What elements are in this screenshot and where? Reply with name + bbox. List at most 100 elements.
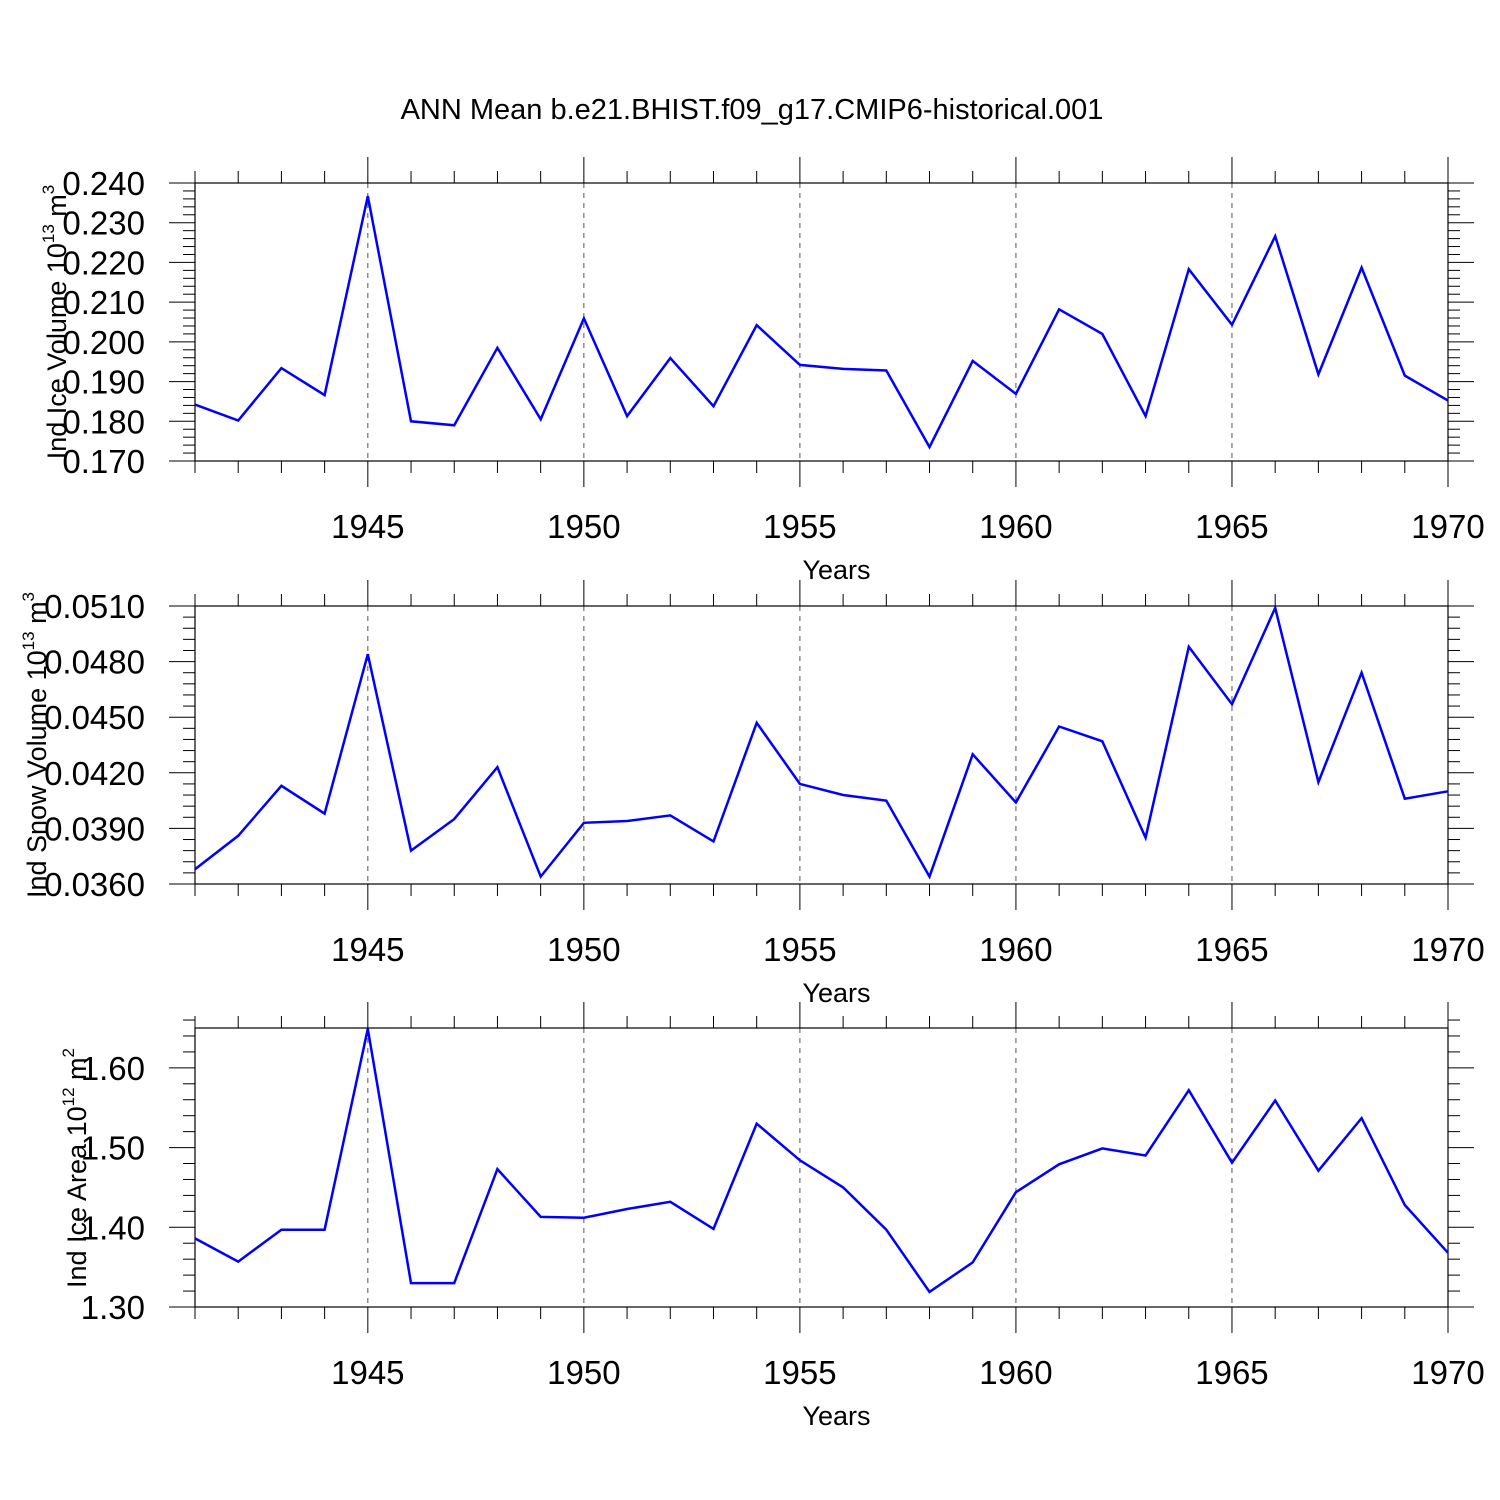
- x-tick-label: 1945: [331, 508, 404, 545]
- data-point: [236, 1260, 240, 1264]
- data-point: [193, 1236, 197, 1240]
- data-point: [1057, 724, 1061, 728]
- data-point: [582, 821, 586, 825]
- data-point: [1100, 1146, 1104, 1150]
- data-point: [1316, 780, 1320, 784]
- data-point: [711, 839, 715, 843]
- data-point: [1230, 702, 1234, 706]
- x-axis-label: Years: [802, 1401, 870, 1431]
- y-axis-label: Ind Snow Volume 1013 m3: [19, 592, 52, 898]
- data-point: [409, 419, 413, 423]
- data-point: [1360, 266, 1364, 270]
- data-point: [1316, 1169, 1320, 1173]
- data-point: [1014, 1190, 1018, 1194]
- data-point: [1446, 399, 1450, 403]
- data-point: [1187, 1088, 1191, 1092]
- y-tick-label: 0.0360: [44, 866, 145, 903]
- data-point: [798, 363, 802, 367]
- data-point: [1187, 267, 1191, 271]
- y-axis-label: Ind Ice Area 1012 m2: [59, 1048, 92, 1288]
- data-point: [1230, 323, 1234, 327]
- series-line: [194, 1028, 1449, 1294]
- y-tick-label: 0.240: [62, 165, 145, 202]
- data-point: [366, 194, 370, 198]
- data-point: [1144, 414, 1148, 418]
- y-tick-label: 1.40: [81, 1209, 145, 1246]
- y-axis-label: Ind Ice Volume 1013 m3: [39, 185, 72, 460]
- data-point: [495, 1167, 499, 1171]
- data-point: [1187, 645, 1191, 649]
- data-point: [971, 1260, 975, 1264]
- x-tick-label: 1965: [1195, 508, 1268, 545]
- data-point: [1014, 800, 1018, 804]
- plot-frame: [194, 1027, 1449, 1308]
- data-point: [668, 1200, 672, 1204]
- y-tick-label: 0.0450: [44, 699, 145, 736]
- data-point: [884, 1228, 888, 1232]
- data-point: [971, 752, 975, 756]
- x-tick-label: 1960: [979, 508, 1052, 545]
- data-point: [1446, 789, 1450, 793]
- y-tick-label: 0.0480: [44, 644, 145, 681]
- data-point: [452, 423, 456, 427]
- data-point: [755, 323, 759, 327]
- data-point: [798, 1158, 802, 1162]
- plot-frame: [194, 605, 1449, 885]
- data-point: [884, 799, 888, 803]
- data-point: [1273, 234, 1277, 238]
- chart-title: ANN Mean b.e21.BHIST.f09_g17.CMIP6-histo…: [401, 94, 1104, 126]
- y-tick-label: 1.60: [81, 1050, 145, 1087]
- data-point: [1144, 1154, 1148, 1158]
- y-tick-label: 1.50: [81, 1130, 145, 1167]
- data-point: [582, 1216, 586, 1220]
- data-point: [1360, 671, 1364, 675]
- y-tick-label: 0.170: [62, 443, 145, 480]
- data-point: [1144, 836, 1148, 840]
- x-tick-label: 1955: [763, 1354, 836, 1391]
- x-tick-label: 1950: [547, 931, 620, 968]
- y-tick-label: 1.30: [81, 1289, 145, 1326]
- ice-area-panel: 1.30 1.40 1.50 1.60 1945 1950 1955 1960 1965 1970…: [59, 1002, 1485, 1431]
- x-tick-label: 1950: [547, 508, 620, 545]
- data-point: [539, 417, 543, 421]
- x-axis-label: Years: [802, 555, 870, 585]
- data-point: [1100, 332, 1104, 336]
- data-point: [1316, 372, 1320, 376]
- y-tick-label: 0.230: [62, 205, 145, 242]
- data-point: [1273, 606, 1277, 610]
- x-tick-label: 1970: [1411, 508, 1484, 545]
- x-tick-label: 1945: [331, 1354, 404, 1391]
- data-point: [711, 404, 715, 408]
- data-point: [366, 1027, 370, 1031]
- data-point: [495, 346, 499, 350]
- y-tick-label: 0.210: [62, 284, 145, 321]
- data-point: [625, 1207, 629, 1211]
- data-point: [755, 721, 759, 725]
- data-point: [323, 812, 327, 816]
- data-point: [279, 1228, 283, 1232]
- x-tick-label: 1965: [1195, 931, 1268, 968]
- x-tick-label: 1945: [331, 931, 404, 968]
- x-tick-label: 1960: [979, 931, 1052, 968]
- data-point: [1403, 1203, 1407, 1207]
- data-point: [366, 652, 370, 656]
- data-point: [798, 782, 802, 786]
- series-line: [194, 604, 1449, 880]
- data-point: [884, 368, 888, 372]
- y-tick-label: 0.190: [62, 364, 145, 401]
- x-tick-label: 1970: [1411, 1354, 1484, 1391]
- data-point: [279, 784, 283, 788]
- data-point: [279, 366, 283, 370]
- data-point: [193, 403, 197, 407]
- x-tick-label: 1960: [979, 1354, 1052, 1391]
- x-tick-label: 1955: [763, 508, 836, 545]
- data-point: [1100, 739, 1104, 743]
- x-tick-label: 1950: [547, 1354, 620, 1391]
- y-tick-label: 0.0390: [44, 810, 145, 847]
- data-point: [928, 1290, 932, 1294]
- y-tick-label: 0.0510: [44, 588, 145, 625]
- y-tick-label: 0.0420: [44, 755, 145, 792]
- ice-volume-panel: 0.1700.1800.1900.2000.2100.2200.2300.240…: [39, 157, 1485, 585]
- y-tick-label: 0.200: [62, 324, 145, 361]
